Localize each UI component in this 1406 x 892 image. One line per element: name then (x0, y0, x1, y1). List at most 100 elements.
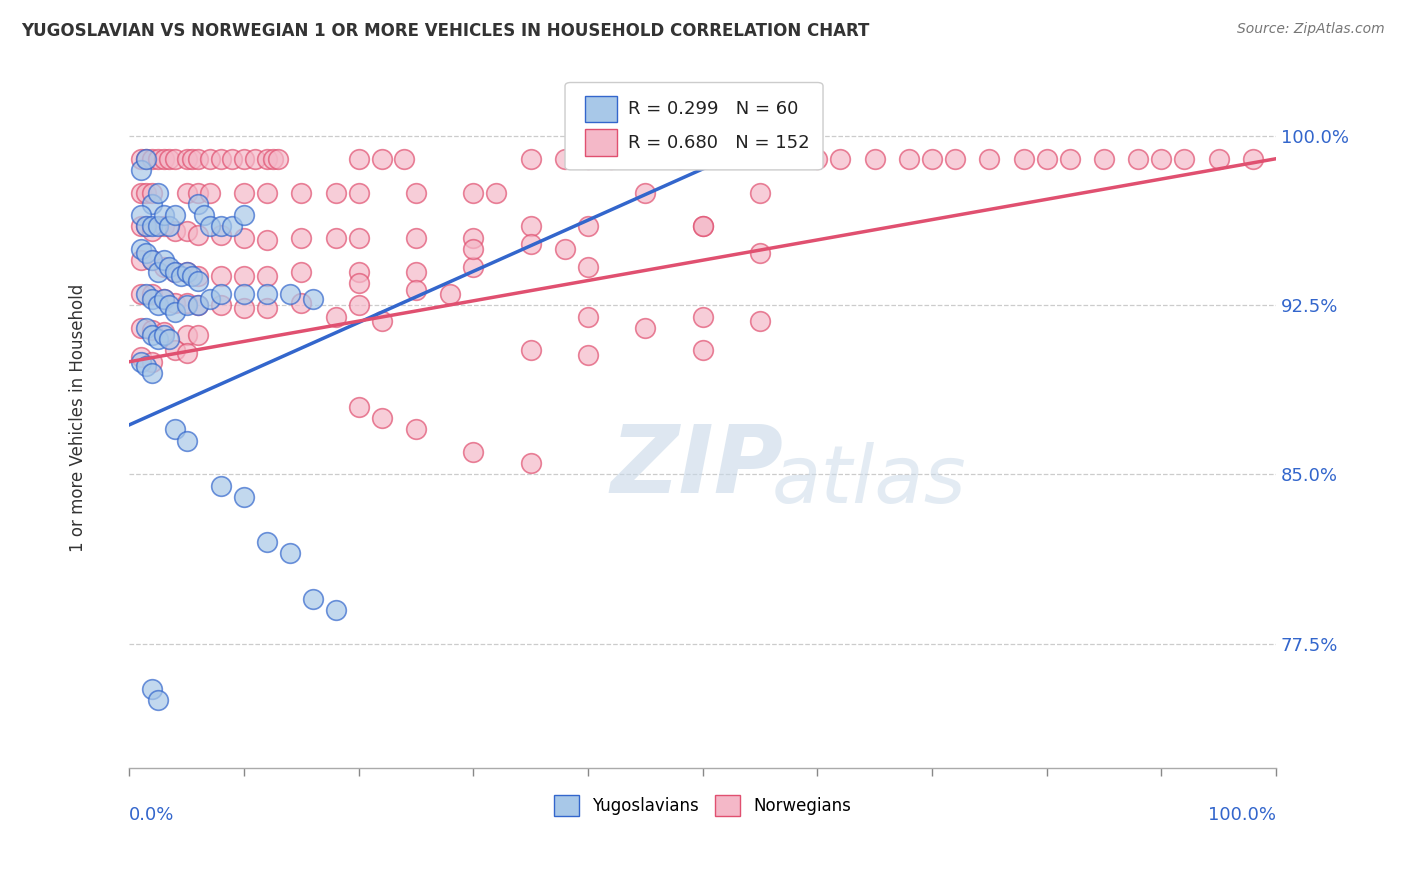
Point (1035, 152, 1057, 166)
Point (245, 152, 267, 166)
Point (233, 301, 256, 315)
Point (187, 228, 209, 243)
Point (141, 287, 163, 301)
Point (176, 186, 198, 200)
Point (1092, 152, 1115, 166)
Point (463, 445, 485, 459)
Point (519, 456, 541, 470)
Point (152, 152, 174, 166)
Point (519, 219, 541, 234)
Point (347, 230, 370, 244)
Point (176, 296, 198, 310)
Point (405, 264, 427, 278)
Point (233, 268, 256, 283)
Point (267, 152, 290, 166)
Text: 1 or more Vehicles in Household: 1 or more Vehicles in Household (69, 284, 87, 552)
Text: R = 0.680   N = 152: R = 0.680 N = 152 (628, 134, 810, 152)
Point (187, 197, 209, 211)
Point (209, 228, 232, 243)
Point (749, 246, 772, 260)
Point (187, 152, 209, 166)
Point (135, 219, 157, 234)
Point (165, 422, 187, 436)
Point (165, 343, 187, 358)
Point (157, 332, 180, 346)
Text: 100.0%: 100.0% (1208, 806, 1277, 824)
Point (176, 434, 198, 448)
Point (129, 242, 152, 256)
Point (181, 152, 204, 166)
Text: R = 0.299   N = 60: R = 0.299 N = 60 (628, 100, 799, 118)
Point (554, 152, 576, 166)
Point (576, 219, 599, 234)
Point (135, 359, 157, 374)
Point (347, 152, 370, 166)
Point (554, 242, 576, 256)
Point (146, 693, 169, 707)
Point (157, 219, 180, 234)
Point (187, 327, 209, 342)
Point (1128, 152, 1150, 166)
Point (146, 264, 169, 278)
Point (176, 298, 198, 312)
Point (129, 163, 152, 178)
Point (152, 292, 174, 306)
Point (233, 152, 256, 166)
Point (135, 246, 157, 260)
Point (325, 603, 347, 617)
Point (141, 355, 163, 369)
Point (347, 186, 370, 200)
Point (347, 298, 370, 312)
Point (165, 305, 187, 319)
Point (221, 219, 243, 234)
Point (347, 276, 370, 290)
Point (129, 219, 152, 234)
Point (141, 219, 163, 234)
Point (152, 253, 174, 268)
Point (519, 237, 541, 252)
Point (1012, 152, 1035, 166)
Point (135, 287, 157, 301)
Point (749, 314, 772, 328)
Point (370, 152, 392, 166)
Point (233, 186, 256, 200)
Point (141, 323, 163, 337)
Point (176, 152, 198, 166)
Point (165, 224, 187, 238)
Legend: Yugoslavians, Norwegians: Yugoslavians, Norwegians (547, 789, 858, 822)
Point (187, 186, 209, 200)
Point (129, 287, 152, 301)
Point (157, 260, 180, 274)
Point (187, 298, 209, 312)
Point (370, 411, 392, 425)
Point (209, 479, 232, 493)
Point (165, 264, 187, 278)
Point (692, 343, 714, 358)
Point (1150, 152, 1173, 166)
Point (152, 208, 174, 222)
Point (233, 490, 256, 504)
Point (278, 546, 301, 560)
Point (129, 253, 152, 268)
Point (176, 264, 198, 278)
Point (129, 321, 152, 335)
Point (198, 219, 221, 234)
Point (141, 366, 163, 380)
Point (863, 152, 886, 166)
Point (129, 186, 152, 200)
Point (290, 230, 312, 244)
Point (176, 264, 198, 278)
Point (146, 332, 169, 346)
Point (576, 152, 599, 166)
Point (301, 292, 323, 306)
Point (921, 152, 943, 166)
Point (141, 197, 163, 211)
Point (278, 287, 301, 301)
Point (209, 152, 232, 166)
Point (176, 327, 198, 342)
Point (256, 287, 278, 301)
Point (157, 298, 180, 312)
Point (152, 327, 174, 342)
Text: atlas: atlas (772, 442, 966, 520)
Point (165, 152, 187, 166)
